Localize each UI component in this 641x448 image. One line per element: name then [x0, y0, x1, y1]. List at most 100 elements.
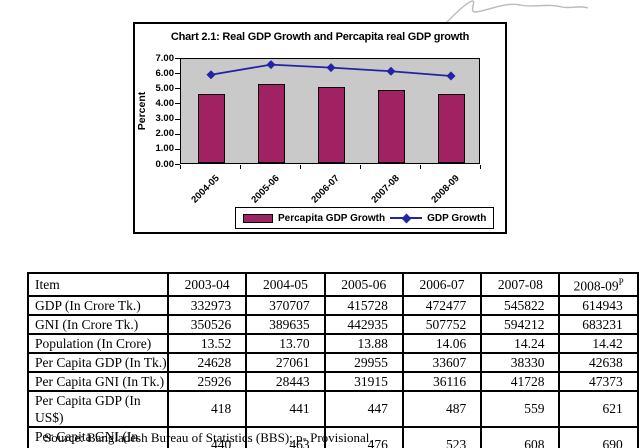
value-cell: 440	[166, 425, 248, 448]
column-header-year: 2003-04	[166, 272, 248, 297]
value-cell: 13.70	[245, 332, 326, 354]
table-header-row: Item 2003-04 2004-05 2005-06 2006-07 2007-08 2…	[27, 272, 639, 297]
value-cell: 523	[401, 425, 483, 448]
value-cell: 33607	[401, 351, 483, 373]
y-tick-mark	[175, 164, 180, 165]
y-tick-mark	[175, 118, 180, 120]
value-cell: 476	[323, 425, 404, 448]
column-header-year: 2007-08	[480, 272, 561, 297]
value-cell: 14.24	[480, 332, 561, 354]
value-cell: 41728	[480, 370, 561, 392]
y-tick-label: 2.00	[155, 128, 175, 140]
chart-title: Chart 2.1: Real GDP Growth and Percapita…	[170, 31, 470, 43]
column-header-item: Item	[27, 272, 169, 297]
value-cell: 42638	[558, 351, 639, 373]
x-tick-label: 2006-07	[309, 173, 342, 206]
bar-percapita-gdp-growth	[197, 94, 225, 163]
value-cell: 415728	[323, 294, 404, 316]
legend-line-swatch	[390, 213, 423, 223]
source-note: Source: Bangladesh Bureau of Statistics …	[44, 430, 373, 445]
value-cell: 559	[480, 389, 561, 428]
y-tick-mark	[175, 133, 180, 135]
y-tick-mark	[175, 148, 180, 150]
value-cell: 447	[323, 389, 404, 428]
value-cell: 29955	[323, 351, 404, 373]
column-header-year: 2008-09P	[558, 272, 639, 297]
y-tick-label: 5.00	[155, 82, 175, 94]
value-cell: 389635	[245, 313, 326, 335]
x-tick-mark	[360, 165, 361, 169]
row-label-cell: GDP (In Crore Tk.)	[27, 294, 169, 316]
value-cell: 38330	[480, 351, 561, 373]
value-cell: 594212	[480, 313, 561, 335]
bar-percapita-gdp-growth	[377, 90, 405, 163]
gdp-data-table: Item 2003-04 2004-05 2005-06 2006-07 2007-08 2…	[27, 272, 639, 448]
handwritten-mark	[445, 0, 589, 24]
column-header-year: 2006-07	[401, 272, 483, 297]
x-tick-label: 2005-06	[249, 173, 282, 206]
value-cell: 442935	[323, 313, 404, 335]
value-cell: 14.06	[401, 332, 483, 354]
chart-legend: Percapita GDP Growth GDP Growth	[235, 207, 495, 229]
y-tick-label: 1.00	[155, 143, 175, 155]
provisional-superscript: P	[618, 277, 624, 287]
table-row: Per Capita GNI (In US$)44046347652360869…	[27, 425, 639, 448]
line-marker-diamond	[266, 60, 276, 70]
row-label-cell: Per Capita GNI (In US$)	[27, 425, 169, 448]
value-cell: 47373	[558, 370, 639, 392]
x-tick-label: 2004-05	[189, 173, 222, 206]
y-tick-label: 4.00	[155, 97, 175, 109]
x-tick-mark	[480, 165, 481, 169]
column-header-year: 2005-06	[323, 272, 404, 297]
value-cell: 621	[558, 389, 639, 428]
table-row: Population (In Crore) 13.52 13.70 13.88 14.0…	[27, 332, 639, 354]
x-tick-label: 2007-08	[369, 173, 402, 206]
table-row: Per Capita GDP (In Tk.) 24628 27061 29955 33…	[27, 351, 639, 373]
y-tick-label: 3.00	[155, 113, 175, 125]
table-row: Per Capita GDP (In US$) 418 441 447 487 559 62…	[27, 389, 639, 428]
value-cell: 614943	[558, 294, 639, 316]
value-cell: 13.52	[166, 332, 248, 354]
line-marker-diamond	[206, 70, 216, 80]
value-cell: 24628	[166, 351, 248, 373]
bar-percapita-gdp-growth	[317, 86, 345, 163]
value-cell: 28443	[245, 370, 326, 392]
bar-percapita-gdp-growth	[437, 94, 465, 163]
legend-line-marker	[401, 213, 412, 223]
legend-bar-swatch	[243, 213, 273, 223]
y-tick-label: 7.00	[155, 52, 175, 64]
x-tick-mark	[420, 165, 421, 169]
value-cell: 690	[558, 425, 639, 448]
value-cell: 472477	[401, 294, 483, 316]
value-cell: 350526	[166, 313, 248, 335]
value-cell: 25926	[166, 370, 248, 392]
bar-percapita-gdp-growth	[257, 83, 285, 163]
x-tick-mark	[180, 165, 181, 169]
gdp-growth-line	[206, 60, 456, 81]
value-cell: 370707	[245, 294, 326, 316]
value-cell: 487	[401, 389, 483, 428]
value-cell: 463	[245, 425, 326, 448]
value-cell: 545822	[480, 294, 561, 316]
value-cell: 13.88	[323, 332, 404, 354]
row-label-cell: Per Capita GDP (In US$)	[27, 389, 169, 428]
column-header-year: 2004-05	[245, 272, 326, 297]
y-tick-label: 6.00	[155, 67, 175, 79]
line-marker-diamond	[326, 63, 336, 73]
legend-label-line-series: GDP Growth	[427, 212, 487, 224]
value-cell: 31915	[323, 370, 404, 392]
x-tick-label: 2008-09	[429, 173, 462, 206]
chart-figure: Chart 2.1: Real GDP Growth and Percapita…	[133, 22, 507, 234]
x-tick-mark	[300, 165, 301, 169]
value-cell: 14.42	[558, 332, 639, 354]
value-cell: 27061	[245, 351, 326, 373]
y-tick-label: 0.00	[155, 158, 175, 170]
row-label-cell: Per Capita GNI (In Tk.)	[27, 370, 169, 392]
legend-label-bar-series: Percapita GDP Growth	[278, 212, 386, 224]
y-tick-mark	[175, 103, 180, 105]
table-row: GNI (In Crore Tk.) 350526 389635 442935 5077…	[27, 313, 639, 335]
table-row: Per Capita GNI (In Tk.) 25926 28443 31915 36…	[27, 370, 639, 392]
line-marker-diamond	[386, 66, 396, 76]
x-tick-mark	[240, 165, 241, 169]
